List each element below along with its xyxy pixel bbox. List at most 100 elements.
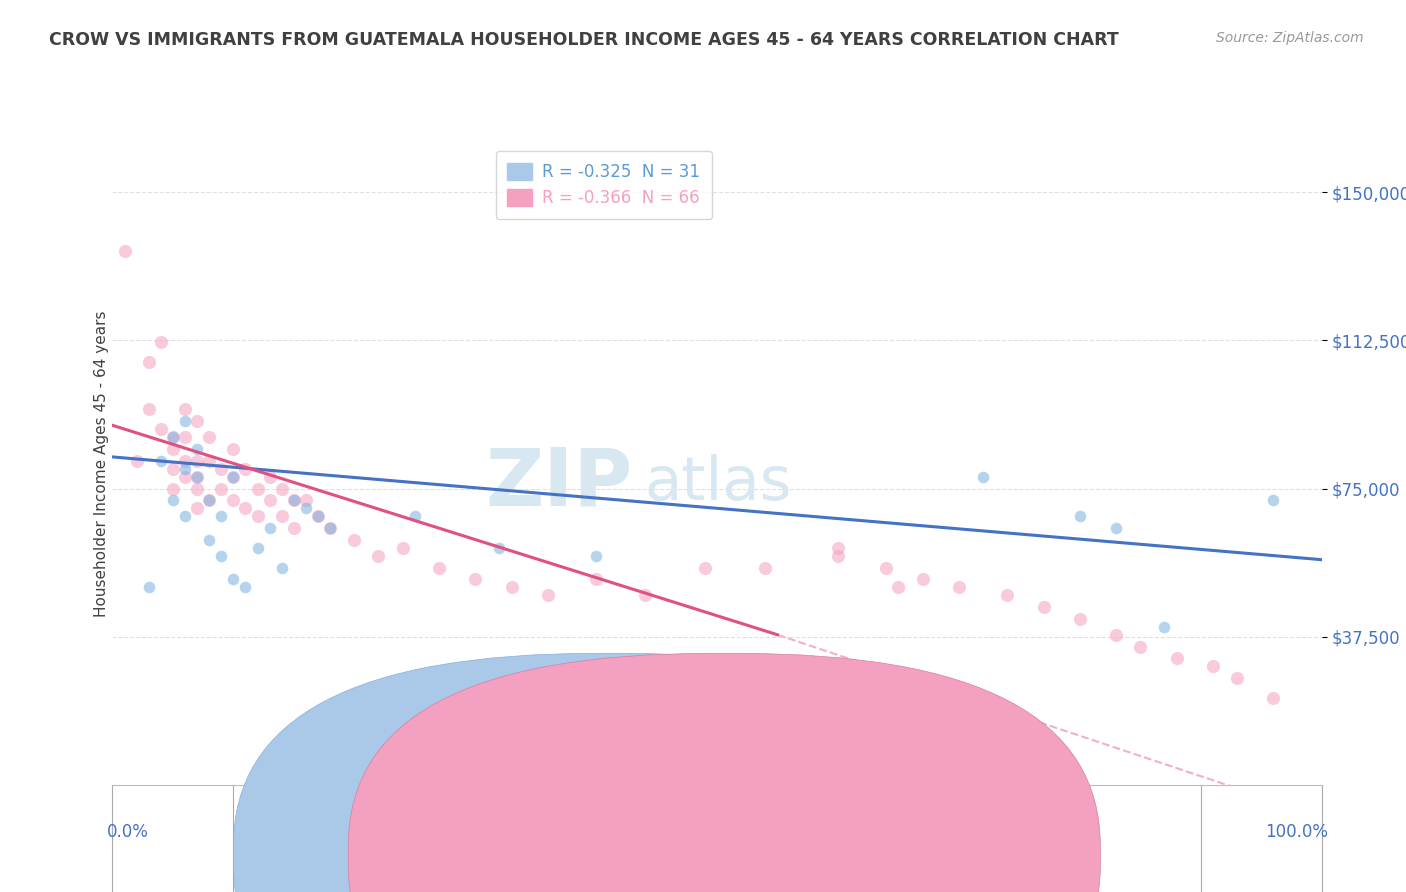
Point <box>270 560 292 574</box>
Point <box>754 560 776 574</box>
Point <box>186 469 208 483</box>
Point <box>138 355 160 369</box>
Point <box>162 493 184 508</box>
Point <box>1153 620 1175 634</box>
Point <box>222 573 245 587</box>
Point <box>270 509 292 524</box>
Point <box>186 501 208 516</box>
Point <box>209 549 232 563</box>
Point <box>501 580 523 594</box>
Point <box>343 533 366 547</box>
Point <box>174 462 197 476</box>
Point <box>246 541 269 555</box>
Point <box>995 588 1018 602</box>
Point <box>174 414 197 428</box>
Point <box>1069 509 1091 524</box>
Point <box>174 469 197 483</box>
Point <box>464 573 486 587</box>
Point <box>198 493 221 508</box>
Point <box>283 493 305 508</box>
Point <box>1226 671 1249 685</box>
Point <box>1129 640 1152 654</box>
Point <box>259 469 281 483</box>
Text: 0.0%: 0.0% <box>107 823 148 841</box>
Point <box>259 493 281 508</box>
Point <box>319 521 342 535</box>
Point <box>162 430 184 444</box>
Point <box>270 482 292 496</box>
Point <box>235 501 257 516</box>
Text: CROW VS IMMIGRANTS FROM GUATEMALA HOUSEHOLDER INCOME AGES 45 - 64 YEARS CORRELAT: CROW VS IMMIGRANTS FROM GUATEMALA HOUSEH… <box>49 31 1119 49</box>
Point <box>198 454 221 468</box>
Point <box>162 430 184 444</box>
Point <box>222 469 245 483</box>
Point <box>283 493 305 508</box>
Point <box>1263 691 1285 706</box>
Point <box>149 422 172 436</box>
Point <box>1202 659 1225 673</box>
Text: Immigrants from Guatemala: Immigrants from Guatemala <box>741 848 959 863</box>
Point <box>307 509 329 524</box>
Point <box>174 454 197 468</box>
Point <box>911 573 934 587</box>
Text: atlas: atlas <box>644 454 792 513</box>
Point <box>222 442 245 456</box>
FancyBboxPatch shape <box>233 653 986 892</box>
Point <box>186 414 208 428</box>
Point <box>174 430 197 444</box>
Point <box>209 509 232 524</box>
Point <box>1105 628 1128 642</box>
Legend: R = -0.325  N = 31, R = -0.366  N = 66: R = -0.325 N = 31, R = -0.366 N = 66 <box>496 151 711 219</box>
Point <box>246 509 269 524</box>
Point <box>693 560 716 574</box>
Point <box>948 580 970 594</box>
Point <box>427 560 450 574</box>
Point <box>875 560 897 574</box>
Point <box>585 573 607 587</box>
Point <box>259 521 281 535</box>
Point <box>162 482 184 496</box>
Point <box>198 493 221 508</box>
Point <box>149 335 172 350</box>
Point <box>827 541 849 555</box>
Point <box>1105 521 1128 535</box>
Point <box>186 454 208 468</box>
Point <box>887 580 910 594</box>
Text: ZIP: ZIP <box>485 444 633 522</box>
Point <box>283 521 305 535</box>
Point <box>537 588 560 602</box>
Point <box>404 509 426 524</box>
Point <box>633 588 655 602</box>
Point <box>1069 612 1091 626</box>
Point <box>174 402 197 417</box>
Point <box>585 549 607 563</box>
Point <box>246 482 269 496</box>
Point <box>488 541 510 555</box>
Point <box>198 533 221 547</box>
Point <box>209 482 232 496</box>
Point <box>174 509 197 524</box>
Point <box>125 454 148 468</box>
Point <box>222 493 245 508</box>
Text: Source: ZipAtlas.com: Source: ZipAtlas.com <box>1216 31 1364 45</box>
Point <box>367 549 389 563</box>
Point <box>162 442 184 456</box>
Point <box>114 244 136 259</box>
Point <box>1032 600 1054 615</box>
Point <box>307 509 329 524</box>
Point <box>1166 651 1188 665</box>
Point <box>198 430 221 444</box>
Point <box>138 580 160 594</box>
Point <box>222 469 245 483</box>
Text: Crow: Crow <box>626 848 665 863</box>
Point <box>162 462 184 476</box>
Text: 100.0%: 100.0% <box>1264 823 1327 841</box>
Point <box>186 482 208 496</box>
Point <box>319 521 342 535</box>
Point <box>235 462 257 476</box>
Point <box>295 493 318 508</box>
Point <box>186 442 208 456</box>
Point <box>295 501 318 516</box>
Point <box>138 402 160 417</box>
Point <box>186 469 208 483</box>
